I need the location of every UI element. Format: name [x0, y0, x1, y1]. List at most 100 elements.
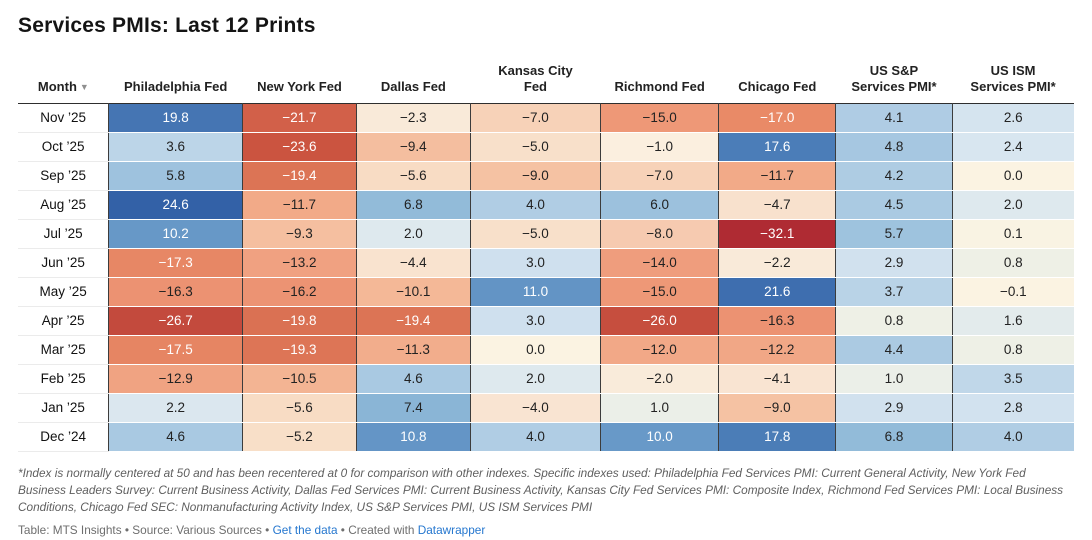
table-row: Oct ’25 3.6 −23.6 −9.4 −5.0 −1.0 17.6 4.8 2.4	[18, 132, 1074, 162]
value-cell-us-s-p-services-pmi: 1.0	[835, 364, 953, 394]
value-cell-kansas-city-fed: 11.0	[469, 277, 601, 307]
value-cell-kansas-city-fed: −5.0	[469, 132, 601, 162]
value-cell-dallas-fed: −19.4	[355, 306, 471, 336]
value-cell-chicago-fed: −9.0	[718, 393, 836, 423]
value-cell-us-ism-services-pmi: 2.4	[951, 132, 1074, 162]
table-row: Dec ’24 4.6 −5.2 10.8 4.0 10.0 17.8 6.8 4.0	[18, 422, 1074, 452]
value-cell-us-ism-services-pmi: 0.8	[951, 335, 1074, 365]
value-cell-chicago-fed: −2.2	[718, 248, 836, 278]
value-cell-chicago-fed: −4.1	[718, 364, 836, 394]
value-cell-new-york-fed: −5.6	[242, 393, 357, 423]
value-cell-us-s-p-services-pmi: 2.9	[835, 393, 953, 423]
value-cell-new-york-fed: −11.7	[242, 190, 357, 220]
value-cell-philadelphia-fed: −16.3	[108, 277, 243, 307]
value-cell-us-ism-services-pmi: 1.6	[951, 306, 1074, 336]
value-cell-richmond-fed: −12.0	[600, 335, 719, 365]
value-cell-us-s-p-services-pmi: 5.7	[835, 219, 953, 249]
value-cell-us-s-p-services-pmi: 2.9	[835, 248, 953, 278]
value-cell-chicago-fed: 21.6	[718, 277, 836, 307]
datawrapper-link[interactable]: Datawrapper	[417, 522, 486, 537]
column-header-us-ism-services-pmi[interactable]: US ISM Services PMI*	[970, 63, 1056, 95]
month-cell: Apr ’25	[18, 306, 109, 336]
column-header-dallas-fed[interactable]: Dallas Fed	[380, 79, 446, 95]
value-cell-dallas-fed: −5.6	[355, 161, 471, 191]
column-header-philadelphia-fed[interactable]: Philadelphia Fed	[124, 79, 228, 95]
attribution-text: Table: MTS Insights • Source: Various So…	[18, 522, 273, 537]
value-cell-new-york-fed: −19.4	[242, 161, 357, 191]
value-cell-us-s-p-services-pmi: 4.5	[835, 190, 953, 220]
value-cell-dallas-fed: 2.0	[355, 219, 471, 249]
attribution-middle-text: • Created with	[337, 522, 418, 537]
value-cell-dallas-fed: 4.6	[355, 364, 471, 394]
value-cell-philadelphia-fed: 19.8	[108, 103, 243, 133]
value-cell-new-york-fed: −21.7	[242, 103, 357, 133]
value-cell-philadelphia-fed: −26.7	[108, 306, 243, 336]
table-row: Apr ’25 −26.7 −19.8 −19.4 3.0 −26.0 −16.3 0.8 1.…	[18, 306, 1074, 336]
month-cell: Jan ’25	[18, 393, 109, 423]
column-header-new-york-fed[interactable]: New York Fed	[257, 79, 342, 95]
value-cell-us-s-p-services-pmi: 0.8	[835, 306, 953, 336]
table-row: Mar ’25 −17.5 −19.3 −11.3 0.0 −12.0 −12.2 4.4 0.…	[18, 335, 1074, 365]
value-cell-kansas-city-fed: 0.0	[469, 335, 601, 365]
attribution: Table: MTS Insights • Source: Various So…	[18, 523, 1074, 537]
value-cell-richmond-fed: −15.0	[600, 277, 719, 307]
month-cell: Jun ’25	[18, 248, 109, 278]
table-header-row: Month ▼ Philadelphia Fed New York Fed Dallas…	[18, 63, 1074, 104]
table-row: Feb ’25 −12.9 −10.5 4.6 2.0 −2.0 −4.1 1.0 3.5	[18, 364, 1074, 394]
value-cell-us-ism-services-pmi: 4.0	[951, 422, 1074, 452]
value-cell-richmond-fed: −8.0	[600, 219, 719, 249]
get-the-data-link[interactable]: Get the data	[272, 522, 338, 537]
value-cell-philadelphia-fed: 2.2	[108, 393, 243, 423]
column-header-month[interactable]: Month ▼	[37, 79, 89, 95]
value-cell-us-s-p-services-pmi: 6.8	[835, 422, 953, 452]
value-cell-richmond-fed: −2.0	[600, 364, 719, 394]
value-cell-philadelphia-fed: −12.9	[108, 364, 243, 394]
value-cell-philadelphia-fed: 5.8	[108, 161, 243, 191]
month-cell: Oct ’25	[18, 132, 109, 162]
value-cell-us-s-p-services-pmi: 4.8	[835, 132, 953, 162]
value-cell-richmond-fed: −7.0	[600, 161, 719, 191]
value-cell-us-ism-services-pmi: 3.5	[951, 364, 1074, 394]
table-row: Jan ’25 2.2 −5.6 7.4 −4.0 1.0 −9.0 2.9 2.8	[18, 393, 1074, 423]
value-cell-dallas-fed: −11.3	[355, 335, 471, 365]
value-cell-new-york-fed: −23.6	[242, 132, 357, 162]
column-header-us-s-p-services-pmi[interactable]: US S&P Services PMI*	[851, 63, 937, 95]
value-cell-kansas-city-fed: −5.0	[469, 219, 601, 249]
value-cell-us-ism-services-pmi: 2.6	[951, 103, 1074, 133]
value-cell-philadelphia-fed: 3.6	[108, 132, 243, 162]
value-cell-philadelphia-fed: −17.3	[108, 248, 243, 278]
value-cell-dallas-fed: 7.4	[355, 393, 471, 423]
table-row: Sep ’25 5.8 −19.4 −5.6 −9.0 −7.0 −11.7 4.2 0.0	[18, 161, 1074, 191]
value-cell-new-york-fed: −13.2	[242, 248, 357, 278]
month-cell: Dec ’24	[18, 422, 109, 452]
column-header-kansas-city-fed[interactable]: Kansas City Fed	[498, 63, 573, 95]
value-cell-us-s-p-services-pmi: 4.2	[835, 161, 953, 191]
table-row: May ’25 −16.3 −16.2 −10.1 11.0 −15.0 21.6 3.7 −0…	[18, 277, 1074, 307]
value-cell-chicago-fed: −16.3	[718, 306, 836, 336]
value-cell-chicago-fed: −17.0	[718, 103, 836, 133]
month-cell: May ’25	[18, 277, 109, 307]
table-row: Jun ’25 −17.3 −13.2 −4.4 3.0 −14.0 −2.2 2.9 0.8	[18, 248, 1074, 278]
value-cell-chicago-fed: −12.2	[718, 335, 836, 365]
value-cell-richmond-fed: −1.0	[600, 132, 719, 162]
value-cell-dallas-fed: −9.4	[355, 132, 471, 162]
value-cell-richmond-fed: −14.0	[600, 248, 719, 278]
value-cell-philadelphia-fed: 4.6	[108, 422, 243, 452]
value-cell-us-ism-services-pmi: 2.8	[951, 393, 1074, 423]
value-cell-us-ism-services-pmi: 0.8	[951, 248, 1074, 278]
value-cell-us-s-p-services-pmi: 4.1	[835, 103, 953, 133]
column-header-chicago-fed[interactable]: Chicago Fed	[738, 79, 817, 95]
value-cell-richmond-fed: 1.0	[600, 393, 719, 423]
value-cell-us-ism-services-pmi: 2.0	[951, 190, 1074, 220]
column-header-richmond-fed[interactable]: Richmond Fed	[614, 79, 705, 95]
table-row: Jul ’25 10.2 −9.3 2.0 −5.0 −8.0 −32.1 5.7 0.1	[18, 219, 1074, 249]
value-cell-us-s-p-services-pmi: 4.4	[835, 335, 953, 365]
value-cell-philadelphia-fed: 24.6	[108, 190, 243, 220]
month-cell: Feb ’25	[18, 364, 109, 394]
value-cell-us-ism-services-pmi: −0.1	[951, 277, 1074, 307]
value-cell-kansas-city-fed: 4.0	[469, 422, 601, 452]
value-cell-kansas-city-fed: −4.0	[469, 393, 601, 423]
value-cell-kansas-city-fed: 3.0	[469, 306, 601, 336]
value-cell-dallas-fed: −10.1	[355, 277, 471, 307]
